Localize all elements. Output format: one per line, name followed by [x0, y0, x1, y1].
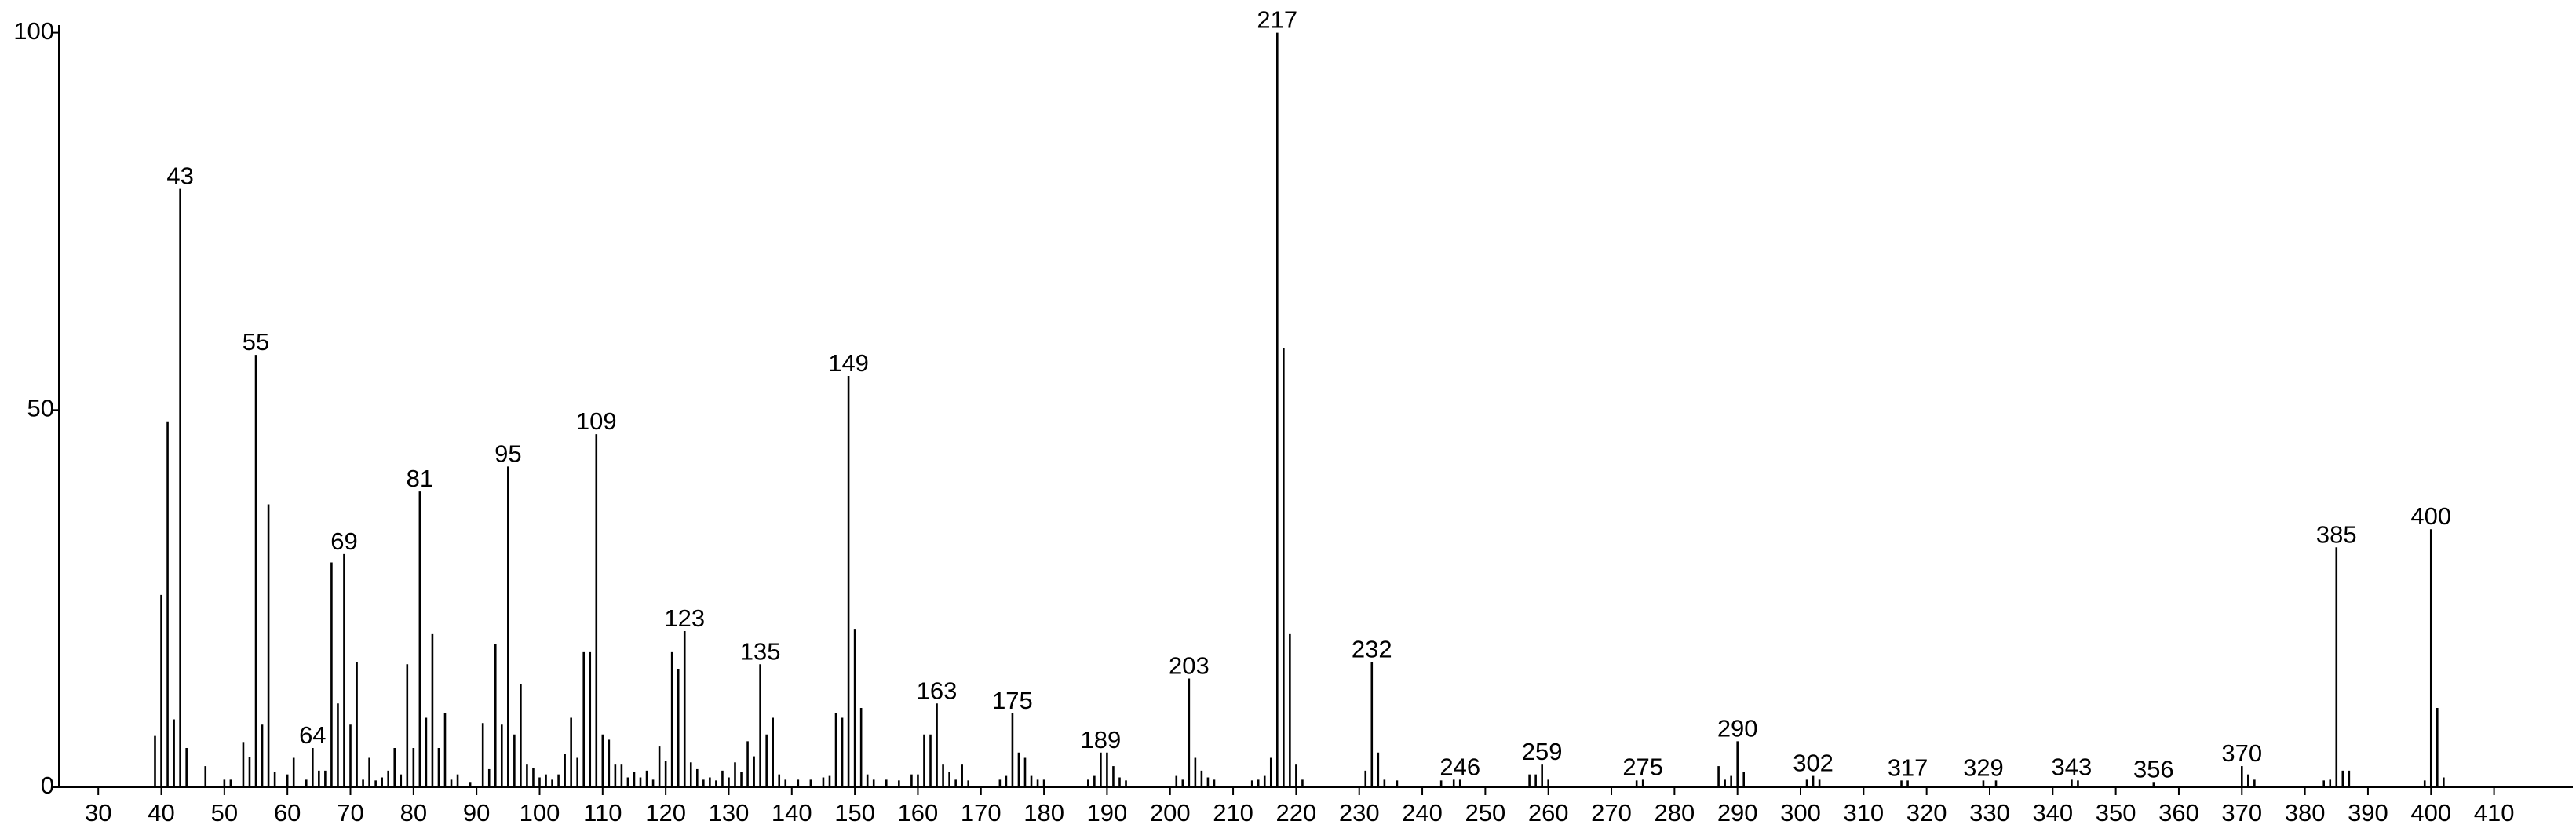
x-tick-label: 240: [1402, 799, 1443, 827]
x-tick-label: 190: [1087, 799, 1128, 827]
y-tick-label: 100: [13, 17, 54, 45]
peak-label: 135: [740, 637, 781, 665]
x-tick-label: 350: [2096, 799, 2136, 827]
peak-label: 246: [1439, 753, 1480, 780]
x-tick-label: 140: [772, 799, 812, 827]
peak-label: 55: [243, 328, 269, 356]
peak-label: 356: [2133, 755, 2174, 783]
peak-label: 69: [330, 527, 357, 555]
peak-label: 302: [1793, 750, 1833, 777]
peak-label: 203: [1169, 652, 1210, 680]
x-tick-label: 160: [898, 799, 939, 827]
peak-label: 81: [407, 465, 433, 492]
peak-label: 290: [1717, 714, 1758, 742]
peak-label: 175: [992, 687, 1033, 714]
x-tick-label: 220: [1276, 799, 1317, 827]
x-tick-label: 80: [400, 799, 427, 827]
x-tick-label: 50: [211, 799, 238, 827]
x-tick-label: 30: [85, 799, 111, 827]
x-tick-label: 360: [2158, 799, 2199, 827]
x-tick-label: 290: [1717, 799, 1758, 827]
peak-label: 232: [1352, 635, 1392, 662]
x-tick-label: 90: [463, 799, 490, 827]
x-tick-label: 310: [1843, 799, 1884, 827]
x-tick-label: 230: [1339, 799, 1380, 827]
y-tick-label: 50: [27, 394, 54, 421]
x-tick-label: 330: [1969, 799, 2010, 827]
x-tick-label: 100: [520, 799, 560, 827]
peak-label: 400: [2410, 502, 2451, 530]
peak-label: 95: [494, 440, 521, 467]
x-tick-label: 210: [1213, 799, 1253, 827]
x-tick-label: 40: [148, 799, 174, 827]
peak-label: 385: [2316, 520, 2357, 548]
peak-label: 370: [2221, 739, 2262, 767]
y-tick-label: 0: [41, 772, 54, 799]
peak-label: 123: [664, 604, 705, 632]
x-tick-label: 390: [2348, 799, 2388, 827]
x-tick-label: 260: [1528, 799, 1569, 827]
x-tick-label: 180: [1023, 799, 1064, 827]
x-tick-label: 150: [834, 799, 875, 827]
x-tick-label: 120: [645, 799, 686, 827]
x-tick-label: 270: [1591, 799, 1632, 827]
x-tick-label: 370: [2221, 799, 2262, 827]
peak-label: 317: [1888, 754, 1928, 781]
peak-label: 149: [828, 349, 869, 377]
peak-label: 329: [1963, 754, 2004, 781]
x-tick-label: 320: [1906, 799, 1947, 827]
peak-label: 163: [917, 677, 958, 704]
x-tick-label: 400: [2410, 799, 2451, 827]
peak-label: 189: [1081, 726, 1122, 754]
peak-label: 109: [576, 407, 617, 435]
x-tick-label: 380: [2285, 799, 2326, 827]
x-tick-label: 200: [1150, 799, 1191, 827]
x-tick-label: 70: [337, 799, 363, 827]
x-tick-label: 130: [709, 799, 750, 827]
x-tick-label: 60: [274, 799, 301, 827]
peak-label: 275: [1622, 753, 1663, 780]
x-tick-label: 250: [1465, 799, 1506, 827]
peak-label: 259: [1522, 738, 1563, 765]
peak-label: 64: [299, 721, 326, 749]
peak-label: 43: [166, 162, 193, 190]
peak-label: 217: [1257, 6, 1297, 34]
x-tick-label: 340: [2032, 799, 2073, 827]
x-tick-label: 410: [2474, 799, 2515, 827]
peak-label: 343: [2052, 753, 2093, 780]
x-tick-label: 110: [583, 799, 622, 827]
x-tick-label: 280: [1654, 799, 1695, 827]
x-tick-label: 170: [961, 799, 1002, 827]
x-tick-label: 300: [1780, 799, 1821, 827]
